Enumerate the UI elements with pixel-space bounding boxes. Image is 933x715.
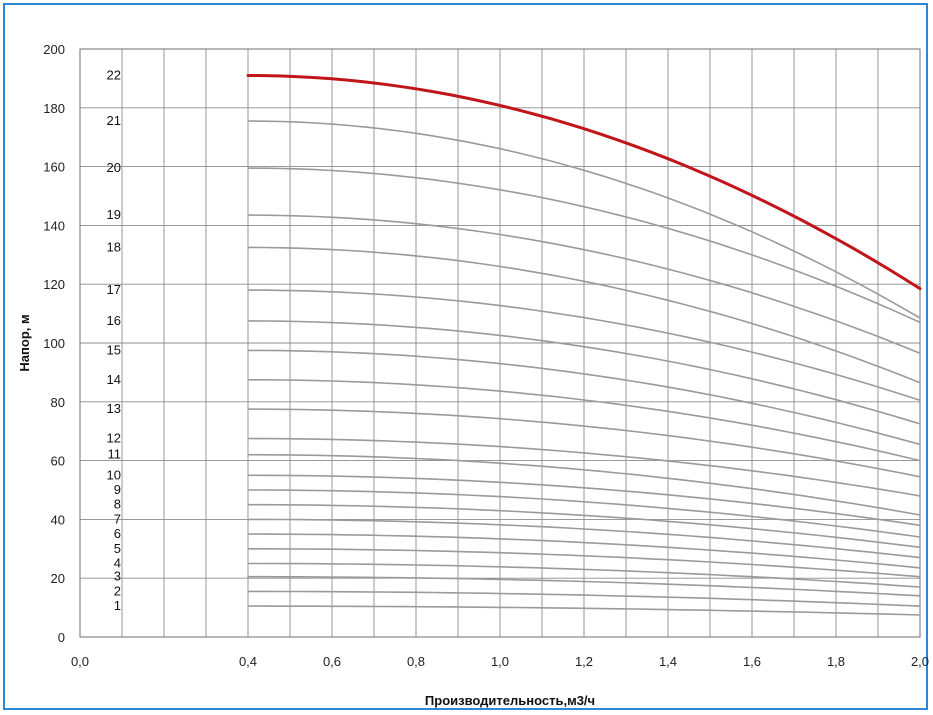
series-label-2: 2 — [114, 583, 121, 598]
x-tick-label: 2,0 — [911, 654, 929, 669]
axis-layer: 0,0 0,4 0,6 0,8 1,0 1,2 1,4 1,6 1,8 2,0 0 20 40 60 80 1… — [43, 42, 929, 669]
y-axis-title: Напор, м — [17, 314, 32, 371]
y-tick-label: 20 — [51, 571, 65, 586]
grid-layer — [79, 48, 921, 638]
series-label-14: 14 — [107, 372, 121, 387]
series-line-18 — [247, 246, 921, 384]
series-line-11 — [247, 453, 921, 516]
x-tick-label: 1,4 — [659, 654, 677, 669]
series-line-12 — [247, 437, 921, 497]
series-line-3 — [247, 575, 921, 597]
y-tick-label: 100 — [43, 336, 65, 351]
y-tick-label: 120 — [43, 277, 65, 292]
series-label-6: 6 — [114, 526, 121, 541]
x-tick-label: 0,6 — [323, 654, 341, 669]
series-line-22 — [246, 74, 922, 291]
series-label-20: 20 — [107, 160, 121, 175]
series-label-9: 9 — [114, 482, 121, 497]
series-line-5 — [247, 547, 921, 578]
series-label-3: 3 — [114, 569, 121, 584]
series-label-10: 10 — [107, 467, 121, 482]
x-tick-label: 1,8 — [827, 654, 845, 669]
series-line-7 — [247, 518, 921, 559]
x-axis-title: Производительность,м3/ч — [425, 693, 595, 708]
series-label-13: 13 — [107, 401, 121, 416]
series-line-9 — [247, 489, 921, 538]
y-tick-label: 80 — [51, 395, 65, 410]
plot-border — [79, 48, 921, 638]
series-line-21 — [247, 120, 921, 319]
series-label-16: 16 — [107, 313, 121, 328]
series-label-21: 21 — [107, 113, 121, 128]
y-tick-label: 0 — [58, 630, 65, 645]
series-layer — [246, 74, 922, 616]
series-line-10 — [247, 474, 921, 527]
series-line-2 — [247, 590, 921, 607]
series-line-16 — [247, 320, 921, 425]
x-tick-label: 0,0 — [71, 654, 89, 669]
y-tick-label: 140 — [43, 218, 65, 233]
series-label-17: 17 — [107, 282, 121, 297]
y-tick-label: 40 — [51, 512, 65, 527]
y-tick-label: 60 — [51, 454, 65, 469]
series-label-7: 7 — [114, 511, 121, 526]
x-tick-label: 1,2 — [575, 654, 593, 669]
series-label-8: 8 — [114, 497, 121, 512]
series-label-19: 19 — [107, 207, 121, 222]
series-line-1 — [247, 605, 921, 616]
x-tick-label: 0,8 — [407, 654, 425, 669]
y-tick-label: 180 — [43, 101, 65, 116]
x-tick-label: 1,0 — [491, 654, 509, 669]
series-line-13 — [247, 408, 921, 478]
series-line-17 — [247, 289, 921, 402]
x-tick-label: 1,6 — [743, 654, 761, 669]
series-label-12: 12 — [107, 431, 121, 446]
series-line-15 — [247, 349, 921, 446]
series-label-5: 5 — [114, 541, 121, 556]
series-label-11: 11 — [108, 447, 122, 462]
series-label-15: 15 — [107, 342, 121, 357]
series-line-20 — [247, 167, 921, 324]
series-line-14 — [247, 378, 921, 462]
series-line-6 — [247, 533, 921, 569]
series-line-4 — [247, 562, 921, 588]
series-label-22: 22 — [107, 67, 121, 82]
series-label-18: 18 — [107, 239, 121, 254]
series-label-1: 1 — [114, 598, 121, 613]
line-chart: 0,0 0,4 0,6 0,8 1,0 1,2 1,4 1,6 1,8 2,0 0 20 40 60 80 1… — [17, 42, 929, 708]
y-tick-label: 200 — [43, 42, 65, 57]
series-label-4: 4 — [114, 556, 121, 571]
chart-frame: 0,0 0,4 0,6 0,8 1,0 1,2 1,4 1,6 1,8 2,0 0 20 40 60 80 1… — [3, 3, 929, 710]
series-line-19 — [247, 214, 921, 355]
y-tick-label: 160 — [43, 160, 65, 175]
series-line-8 — [247, 503, 921, 549]
x-tick-label: 0,4 — [239, 654, 257, 669]
